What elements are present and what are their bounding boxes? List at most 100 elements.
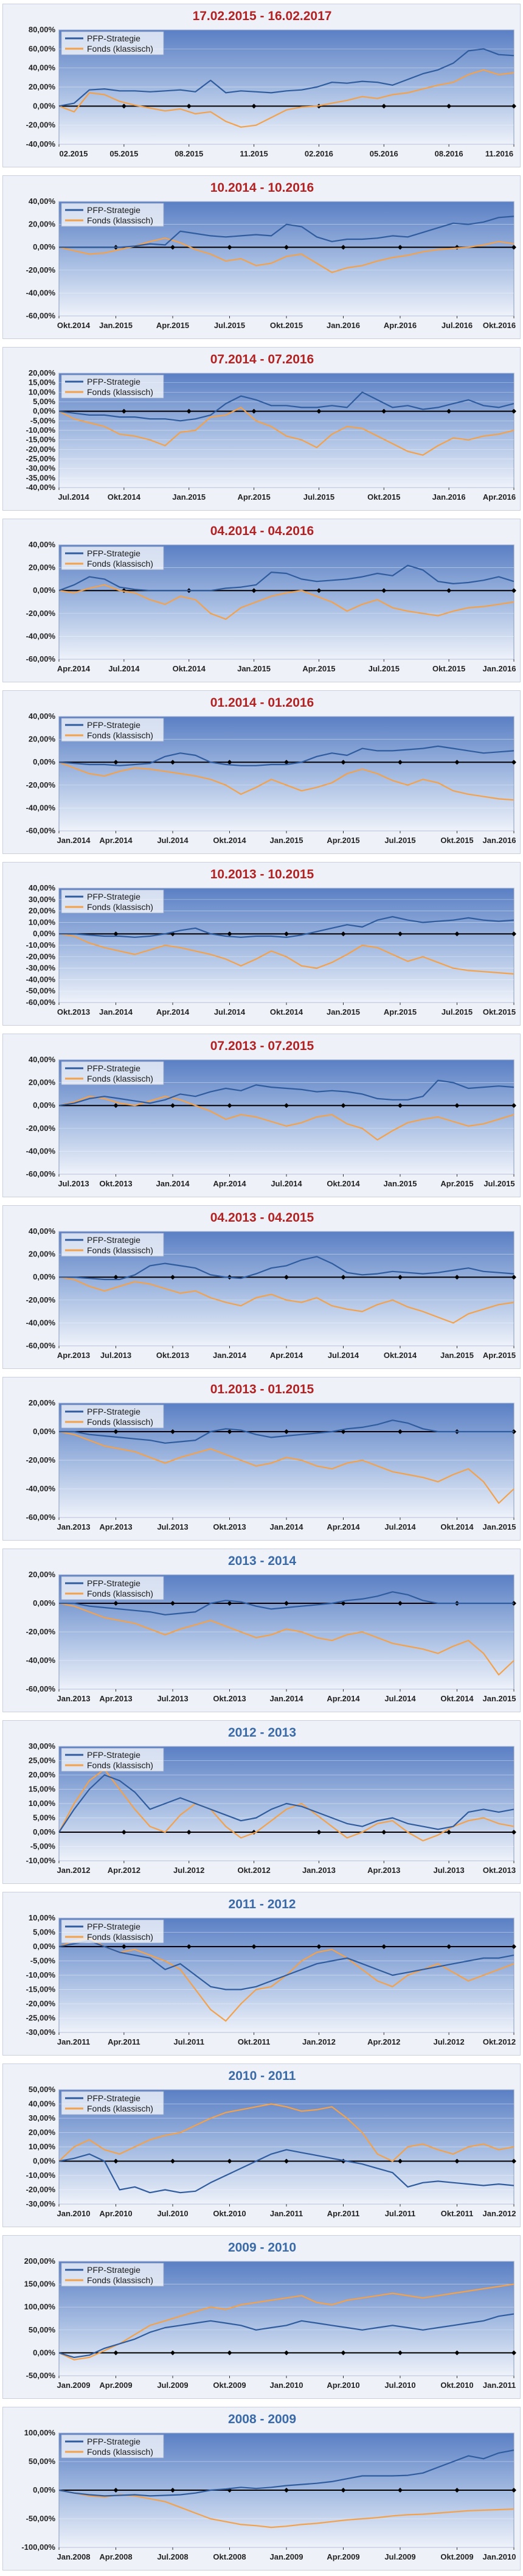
y-tick-label: -25,00% [26, 454, 56, 463]
x-tick-label: Jan.2008 [57, 2552, 91, 2561]
x-tick-label: Jan.2012 [483, 2209, 516, 2218]
y-tick-label: 30,00% [29, 1741, 56, 1751]
legend-box [61, 718, 164, 742]
legend-entry: Fonds (klassisch) [87, 1074, 153, 1083]
y-tick-label: -20,00% [26, 444, 56, 453]
chart-title: 17.02.2015 - 16.02.2017 [192, 9, 332, 23]
series-line-strategy [59, 1591, 514, 1615]
x-tick-label: Apr.2015 [237, 492, 270, 502]
x-tick-label: Jul.2015 [384, 836, 415, 845]
line-chart: 40,00% 30,00% 20,00% 10,00% 0,00% -10,00% -20,… [26, 883, 516, 1017]
zero-line-marker [341, 1275, 346, 1280]
y-tick-label: 0,00% [33, 2348, 55, 2357]
x-tick-label: Okt.2012 [483, 2037, 516, 2046]
y-tick-label: 40,00% [29, 63, 56, 72]
x-tick-label: Jul.2014 [157, 836, 189, 845]
x-tick-label: Jan.2016 [483, 836, 516, 845]
chart-title: 01.2014 - 01.2016 [210, 696, 314, 710]
y-tick-label: 20,00% [29, 906, 56, 915]
y-tick-label: 20,00% [29, 1570, 56, 1579]
y-tick-label: -30,00% [26, 2028, 56, 2037]
legend-box [61, 2263, 164, 2287]
legend-entry: PFP-Strategie [87, 205, 140, 215]
legend-box [61, 1061, 164, 1085]
x-tick-label: Jul.2009 [384, 2552, 415, 2561]
zero-line-marker [446, 1944, 452, 1949]
x-tick-label: Okt.2014 [327, 1179, 360, 1188]
line-chart: 100,00%50,00%0,00%-50,00%-100,00%Jan.200… [21, 2428, 516, 2561]
y-tick-label: -5,00% [30, 1956, 56, 1965]
x-tick-label: Okt.2015 [483, 1007, 516, 1017]
y-tick-label: -20,00% [26, 1999, 56, 2008]
x-tick-label: Okt.2013 [156, 1351, 189, 1360]
x-tick-label: Jul.2010 [384, 2381, 415, 2390]
y-tick-label: -20,00% [26, 265, 56, 275]
y-tick-label: 40,00% [29, 883, 56, 892]
zero-line-marker [170, 931, 175, 937]
x-tick-label: Jan.2016 [483, 664, 516, 673]
zero-line-marker [398, 1429, 403, 1434]
x-tick-label: Jul.2013 [157, 1694, 188, 1703]
x-tick-label: Okt.2014 [173, 664, 206, 673]
x-tick-label: Apr.2015 [483, 1351, 516, 1360]
legend-entry: Fonds (klassisch) [87, 1245, 153, 1255]
x-tick-label: Apr.2013 [99, 1522, 132, 1531]
series-line-fund [58, 584, 514, 620]
zero-line-marker [284, 245, 289, 250]
zero-line-marker [113, 1601, 119, 1606]
x-tick-label: Jul.2014 [328, 1351, 359, 1360]
y-tick-label: 20,00% [29, 368, 56, 377]
legend-box [61, 1233, 164, 1257]
chart-panel-1: 10.2014 - 10.2016 40,00% 20,00% 0,00% -20,00… [2, 175, 521, 339]
legend-entry: Fonds (klassisch) [87, 2275, 153, 2285]
line-chart: 50,00% 40,00% 30,00% 20,00% 10,00% 0,00% -10,0… [26, 2085, 516, 2218]
zero-line-marker [511, 2350, 516, 2356]
chart-panel-12: 2010 - 2011 50,00% 40,00% 30,00% 20,00% 10,00… [2, 2063, 521, 2227]
legend-entry: Fonds (klassisch) [87, 387, 153, 397]
chart-title: 10.2014 - 10.2016 [210, 181, 314, 195]
zero-line-marker [341, 2488, 346, 2493]
y-tick-label: 25,00% [29, 1756, 56, 1765]
zero-line-marker [170, 2488, 175, 2493]
y-tick-label: -20,00% [26, 2185, 56, 2194]
y-tick-label: -60,00% [26, 1684, 56, 1693]
zero-line-marker [284, 931, 289, 937]
y-tick-label: 15,00% [29, 378, 56, 387]
legend-entry: PFP-Strategie [87, 720, 140, 730]
x-tick-label: 02.2015 [60, 149, 88, 158]
x-tick-label: 05.2015 [109, 149, 138, 158]
x-tick-label: Apr.2014 [327, 1694, 360, 1703]
zero-line-marker [316, 1944, 322, 1949]
zero-line-marker [341, 931, 346, 937]
series-line-strategy [58, 1940, 514, 1990]
chart-title: 2009 - 2010 [227, 2241, 297, 2255]
x-tick-label: Jul.2012 [433, 2037, 464, 2046]
x-tick-label: Jan.2009 [270, 2552, 303, 2561]
y-tick-label: -40,00% [26, 631, 56, 640]
x-tick-label: Jul.2008 [157, 2552, 188, 2561]
y-tick-label: -35,00% [26, 473, 56, 482]
zero-line-marker [113, 931, 119, 937]
x-tick-label: Jan.2015 [99, 321, 133, 330]
legend-box [61, 31, 164, 55]
x-tick-label: Apr.2012 [367, 2037, 400, 2046]
y-tick-label: -15,00% [26, 435, 56, 444]
chart-panel-2: 07.2014 - 07.2016 20,00% 15,00% 10,00% 5,00%… [2, 347, 521, 511]
zero-line-marker [381, 588, 387, 593]
x-tick-label: Okt.2014 [440, 1522, 474, 1531]
x-tick-label: Apr.2014 [213, 1179, 246, 1188]
zero-line-marker [446, 588, 452, 593]
y-tick-label: -30,00% [26, 2199, 56, 2208]
line-chart: 20,00%15,00%10,00%5,00%0,00%-5,00%-10,00… [26, 368, 516, 502]
x-tick-label: Jul.2015 [214, 321, 245, 330]
x-tick-label: Jul.2015 [369, 664, 400, 673]
zero-line-marker [446, 1830, 452, 1835]
x-tick-label: Jan.2016 [432, 492, 466, 502]
zero-line-marker [113, 1429, 119, 1434]
zero-line-marker [381, 408, 387, 414]
chart-title: 2013 - 2014 [227, 1554, 297, 1568]
legend-box [61, 889, 164, 914]
zero-line-marker [511, 408, 516, 414]
zero-line-marker [186, 103, 192, 109]
